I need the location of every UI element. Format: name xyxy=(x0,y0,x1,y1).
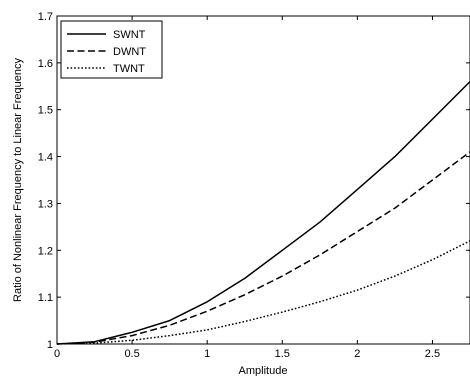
x-tick-label: 1 xyxy=(204,348,210,360)
series-line-twnt xyxy=(56,240,470,345)
y-tick-label: 1.5 xyxy=(38,105,53,117)
y-axis-label: Ratio of Nonlinear Frequency to Linear F… xyxy=(12,58,24,302)
legend-label-dwnt: DWNT xyxy=(113,46,146,58)
y-tick-label: 1.1 xyxy=(38,292,53,304)
x-axis-label: Amplitude xyxy=(239,365,288,376)
x-tick-label: 2 xyxy=(354,348,360,360)
y-tick-label: 1.4 xyxy=(38,152,53,164)
x-tick-label: 0.5 xyxy=(124,348,139,360)
y-tick-label: 1.6 xyxy=(38,58,53,70)
y-tick-label: 1.7 xyxy=(38,11,53,23)
legend-label-twnt: TWNT xyxy=(113,63,145,75)
x-tick-label: 2.5 xyxy=(425,348,440,360)
legend: SWNT DWNT TWNT xyxy=(60,20,163,79)
legend-label-swnt: SWNT xyxy=(113,29,146,41)
x-tick-label: 0 xyxy=(54,348,60,360)
axes-layer: 0 0.5 1 1.5 2 2.5 1 1.1 1.2 1.3 1.4 1.5 1.6 1.7 xyxy=(38,11,470,360)
y-tick-label: 1.3 xyxy=(38,198,53,210)
legend-box xyxy=(60,20,163,79)
series-line-swnt xyxy=(56,81,470,345)
y-tick-label: 1 xyxy=(47,339,53,351)
legend-items: SWNT DWNT TWNT xyxy=(67,29,146,75)
series-line-dwnt xyxy=(56,151,470,345)
series-layer xyxy=(56,81,470,345)
y-tick-label: 1.2 xyxy=(38,245,53,257)
x-tick-label: 1.5 xyxy=(275,348,290,360)
